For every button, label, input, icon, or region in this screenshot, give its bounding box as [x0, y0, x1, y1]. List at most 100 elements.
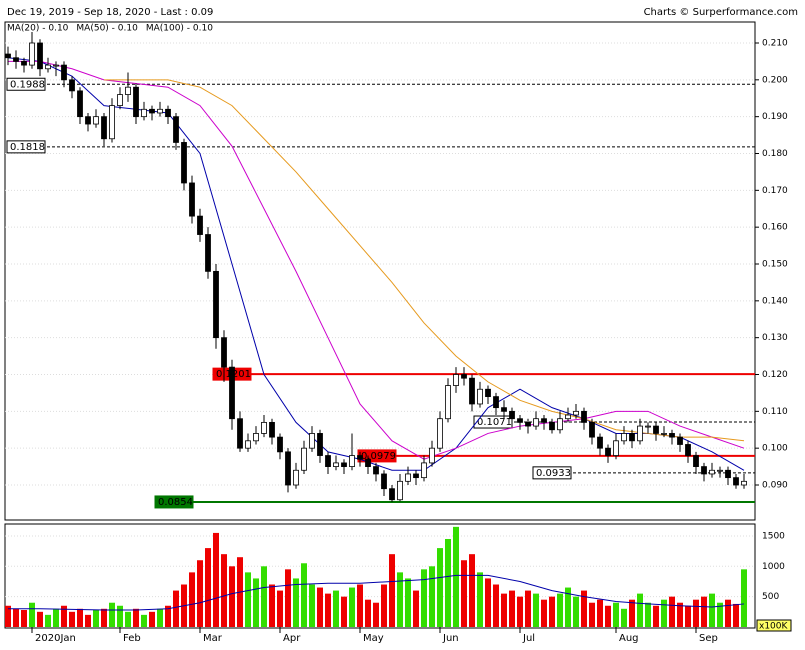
volume-bar — [293, 578, 299, 627]
x-tick-label: Aug — [619, 633, 639, 644]
candle-body — [565, 414, 571, 420]
candle-body — [277, 436, 283, 453]
candle-body — [181, 142, 187, 184]
level-label-box — [532, 466, 572, 480]
y-tick-label: 0.120 — [762, 370, 788, 380]
volume-bar — [77, 608, 83, 627]
candle-body — [149, 108, 155, 114]
candle-body — [709, 469, 715, 475]
volume-bar — [549, 596, 555, 627]
y-tick-label: 0.160 — [762, 223, 788, 233]
volume-bar — [533, 593, 539, 627]
candle-body — [285, 451, 291, 486]
candle-body — [613, 440, 619, 456]
volume-bar — [477, 572, 483, 627]
candle-body — [405, 473, 411, 482]
volume-bar — [149, 611, 155, 627]
y-tick-label: 0.150 — [762, 260, 788, 270]
legend: MA(20) - 0.10 MA(50) - 0.10 MA(100) - 0.10 — [7, 24, 213, 34]
y-tick-label: 0.190 — [762, 112, 788, 122]
candle-body — [469, 377, 475, 405]
volume-bar — [277, 590, 283, 627]
candle-body — [557, 418, 563, 431]
candle-body — [165, 108, 171, 118]
candle-body — [421, 462, 427, 479]
candle-body — [717, 469, 723, 472]
x-tick-label: 2020Jan — [35, 633, 76, 644]
volume-bar — [357, 584, 363, 627]
volume-ma-line — [8, 574, 745, 611]
volume-bar — [613, 602, 619, 627]
volume-bar — [581, 590, 587, 627]
candle-body — [533, 418, 539, 427]
candle-body — [117, 94, 123, 107]
candle-body — [197, 215, 203, 235]
candle-body — [253, 433, 259, 442]
volume-bar — [317, 587, 323, 627]
candle-body — [725, 469, 731, 479]
volume-bar — [573, 596, 579, 627]
volume-bar — [525, 590, 531, 627]
volume-bar — [117, 605, 123, 627]
volume-bar — [629, 599, 635, 627]
candle-body — [301, 447, 307, 471]
volume-bar — [493, 584, 499, 627]
candle-body — [493, 396, 499, 409]
candle-body — [397, 480, 403, 501]
volume-bar — [85, 614, 91, 627]
volume-bar — [469, 554, 475, 627]
y-tick-label: 0.140 — [762, 296, 788, 306]
candle-body — [13, 57, 19, 62]
volume-bar — [285, 569, 291, 627]
legend-label: MA(100) - 0.10 — [146, 24, 213, 34]
x-tick-label: Apr — [283, 633, 301, 644]
candle-body — [549, 421, 555, 431]
volume-bar — [325, 593, 331, 627]
candle-body — [69, 79, 75, 92]
candle-body — [213, 270, 219, 339]
unit-box — [756, 619, 792, 632]
volume-bar — [669, 596, 675, 627]
candle-body — [341, 462, 347, 467]
candle-body — [389, 488, 395, 501]
candle-body — [685, 444, 691, 456]
volume-bar — [701, 596, 707, 627]
volume-bar — [381, 584, 387, 627]
candle-body — [509, 410, 515, 420]
candle-body — [101, 116, 107, 140]
volume-bar — [45, 614, 51, 627]
volume-bar — [93, 610, 99, 627]
candle-body — [741, 480, 747, 486]
volume-bar — [445, 538, 451, 627]
candle-body — [93, 116, 99, 125]
candle-body — [677, 436, 683, 445]
candle-body — [309, 433, 315, 449]
level-label: 0.1071 — [477, 417, 512, 428]
volume-bar — [653, 605, 659, 627]
candle-body — [157, 108, 163, 114]
candle-body — [173, 116, 179, 143]
y-tick-label: 0.090 — [762, 481, 788, 491]
volume-bar — [29, 602, 35, 627]
candle-body — [365, 458, 371, 467]
candle-body — [205, 234, 211, 272]
level-label: 0.1818 — [10, 142, 45, 153]
volume-bar — [165, 605, 171, 627]
volume-bar — [677, 602, 683, 627]
volume-bar — [597, 599, 603, 627]
volume-bar — [685, 605, 691, 627]
volume-bar — [301, 563, 307, 627]
volume-bar — [565, 587, 571, 627]
candle-body — [701, 466, 707, 475]
y-tick-label: 0.210 — [762, 38, 788, 48]
x-tick-label: Jun — [442, 633, 459, 644]
candle-body — [349, 455, 355, 467]
candle-body — [269, 421, 275, 438]
candle-body — [637, 425, 643, 442]
volume-bar — [741, 569, 747, 627]
volume-bar — [365, 599, 371, 627]
level-label: 0.0979 — [361, 451, 396, 462]
candle-body — [621, 433, 627, 442]
volume-bar — [69, 611, 75, 627]
